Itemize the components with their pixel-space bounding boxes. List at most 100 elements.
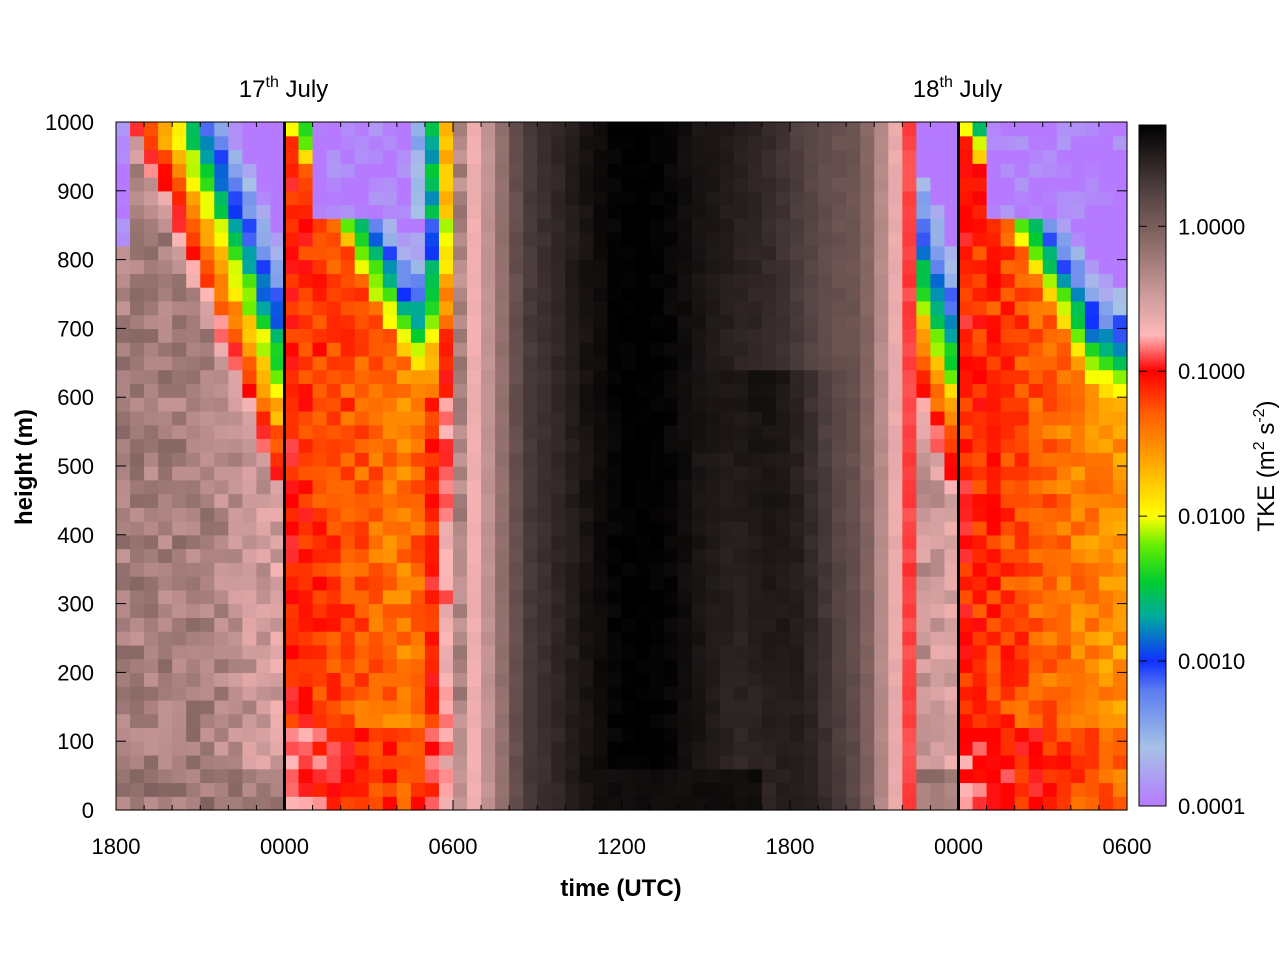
heatmap-cell bbox=[1000, 190, 1016, 206]
y-tick-label: 400 bbox=[57, 523, 94, 548]
heatmap-cell bbox=[410, 768, 426, 784]
heatmap-cell bbox=[621, 218, 637, 233]
heatmap-cell bbox=[200, 190, 215, 206]
heatmap-cell bbox=[930, 644, 946, 660]
heatmap-cell bbox=[438, 355, 454, 371]
heatmap-cell bbox=[270, 603, 286, 618]
heatmap-cell bbox=[312, 149, 328, 164]
heatmap-cell bbox=[509, 672, 524, 687]
heatmap-cell bbox=[790, 507, 805, 522]
heatmap-cell bbox=[130, 204, 145, 219]
heatmap-cell bbox=[1028, 534, 1044, 550]
heatmap-cell bbox=[551, 452, 566, 467]
heatmap-cell bbox=[621, 768, 637, 784]
heatmap-cell bbox=[228, 507, 243, 522]
heatmap-cell bbox=[242, 713, 258, 729]
heatmap-cell bbox=[172, 369, 187, 385]
heatmap-cell bbox=[368, 562, 384, 577]
heatmap-cell bbox=[888, 741, 903, 756]
heatmap-cell bbox=[607, 493, 623, 508]
heatmap-cell bbox=[902, 796, 917, 811]
heatmap-cell bbox=[1042, 355, 1058, 371]
heatmap-cell bbox=[326, 204, 342, 219]
heatmap-cell bbox=[382, 369, 398, 385]
heatmap-cell bbox=[200, 672, 215, 687]
heatmap-cell bbox=[1084, 438, 1100, 453]
heatmap-cell bbox=[930, 617, 946, 632]
heatmap-cell bbox=[1056, 314, 1072, 329]
heatmap-cell bbox=[144, 507, 159, 522]
heatmap-cell bbox=[846, 644, 861, 660]
heatmap-cell bbox=[663, 479, 679, 495]
heatmap-cell bbox=[1084, 273, 1100, 288]
heatmap-cell bbox=[354, 410, 370, 426]
heatmap-cell bbox=[144, 177, 159, 192]
heatmap-cell bbox=[368, 397, 384, 412]
heatmap-cell bbox=[888, 287, 903, 302]
heatmap-cell bbox=[467, 190, 482, 206]
heatmap-cell bbox=[607, 190, 623, 206]
heatmap-cell bbox=[1070, 259, 1086, 274]
heatmap-cell bbox=[270, 479, 286, 495]
colorbar-tick-label: 1.0000 bbox=[1178, 214, 1245, 239]
heatmap-cell bbox=[733, 699, 749, 715]
heatmap-cell bbox=[775, 672, 791, 687]
heatmap-cell bbox=[916, 410, 932, 426]
heatmap-cell bbox=[944, 163, 960, 178]
heatmap-cell bbox=[495, 355, 510, 371]
heatmap-cell bbox=[832, 727, 847, 742]
heatmap-cell bbox=[256, 466, 272, 481]
heatmap-cell bbox=[705, 686, 721, 701]
heatmap-cell bbox=[1014, 149, 1030, 164]
heatmap-cell bbox=[1070, 452, 1086, 467]
heatmap-cell bbox=[523, 507, 538, 522]
heatmap-cell bbox=[579, 259, 595, 274]
heatmap-cell bbox=[340, 369, 356, 385]
heatmap-cell bbox=[200, 342, 215, 357]
heatmap-cell bbox=[354, 218, 370, 233]
heatmap-cell bbox=[537, 204, 552, 219]
heatmap-cell bbox=[172, 699, 187, 715]
heatmap-cell bbox=[481, 287, 496, 302]
heatmap-cell bbox=[312, 135, 328, 151]
heatmap-cell bbox=[368, 534, 384, 550]
heatmap-cell bbox=[368, 521, 384, 536]
heatmap-cell bbox=[958, 562, 974, 577]
heatmap-cell bbox=[116, 300, 131, 316]
heatmap-cell bbox=[172, 424, 187, 440]
heatmap-cell bbox=[396, 259, 412, 274]
heatmap-cell bbox=[1014, 603, 1030, 618]
heatmap-cell bbox=[565, 314, 580, 329]
heatmap-cell bbox=[1084, 149, 1100, 164]
heatmap-cell bbox=[116, 410, 131, 426]
heatmap-cell bbox=[1112, 342, 1128, 357]
heatmap-cell bbox=[677, 245, 693, 261]
heatmap-cell bbox=[340, 548, 356, 563]
heatmap-cell bbox=[509, 768, 524, 784]
heatmap-cell bbox=[228, 713, 243, 729]
heatmap-cell bbox=[186, 383, 201, 398]
heatmap-cell bbox=[340, 727, 356, 742]
heatmap-cell bbox=[972, 232, 988, 247]
heatmap-cell bbox=[186, 438, 201, 453]
heatmap-cell bbox=[312, 576, 328, 591]
heatmap-cell bbox=[747, 135, 763, 151]
heatmap-cell bbox=[818, 754, 833, 770]
heatmap-cell bbox=[200, 287, 215, 302]
heatmap-cell bbox=[130, 562, 145, 577]
heatmap-cell bbox=[551, 534, 566, 550]
heatmap-cell bbox=[635, 232, 651, 247]
heatmap-cell bbox=[298, 782, 314, 797]
heatmap-cell bbox=[382, 190, 398, 206]
heatmap-cell bbox=[523, 727, 538, 742]
heatmap-cell bbox=[130, 314, 145, 329]
heatmap-cell bbox=[916, 163, 932, 178]
heatmap-cell bbox=[326, 466, 342, 481]
heatmap-cell bbox=[804, 699, 819, 715]
heatmap-cell bbox=[270, 163, 286, 178]
heatmap-cell bbox=[930, 314, 946, 329]
heatmap-cell bbox=[116, 369, 131, 385]
heatmap-cell bbox=[270, 507, 286, 522]
heatmap-cell bbox=[453, 342, 468, 357]
heatmap-cell bbox=[874, 328, 889, 343]
